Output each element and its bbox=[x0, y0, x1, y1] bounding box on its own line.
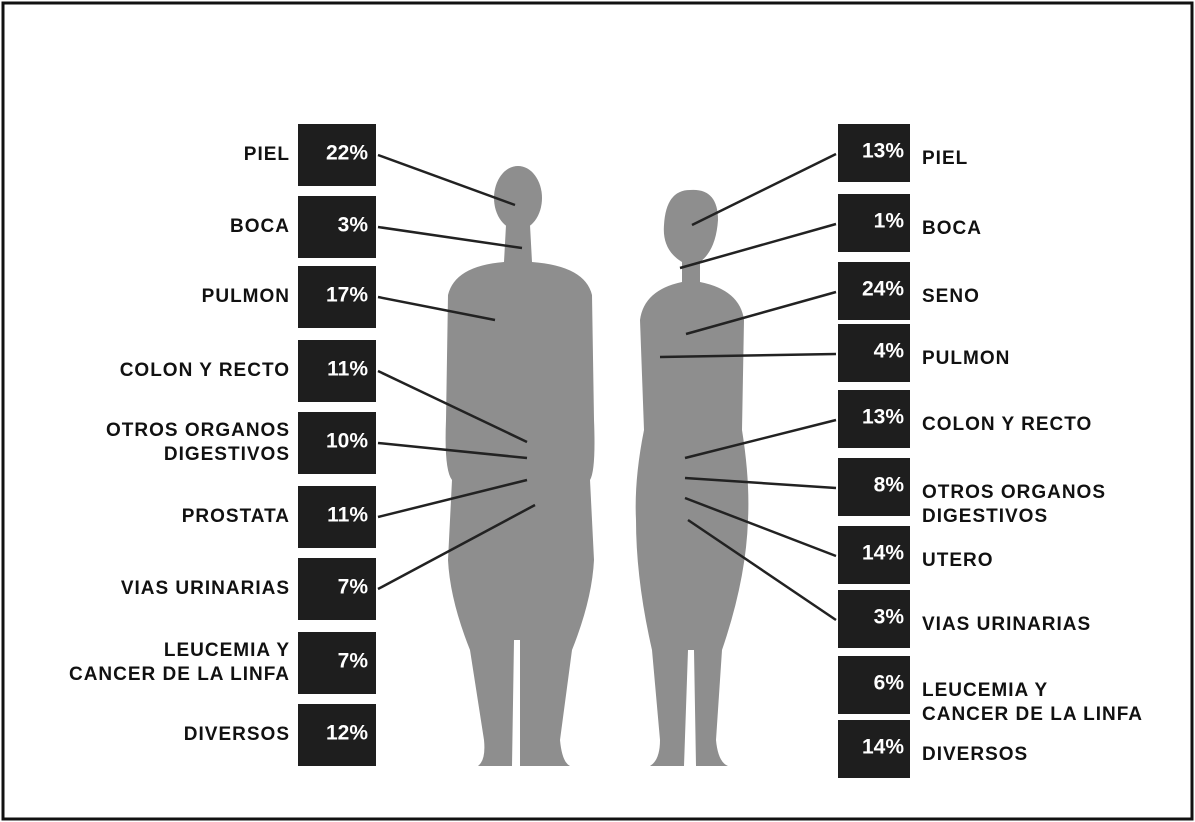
percent: 13% bbox=[862, 140, 904, 163]
percent: 17% bbox=[326, 284, 368, 307]
percent: 3% bbox=[874, 606, 905, 629]
site-label: DIGESTIVOS bbox=[922, 506, 1048, 527]
site-label: DIGESTIVOS bbox=[164, 444, 290, 465]
percent: 6% bbox=[874, 672, 905, 695]
infographic: 22% PIEL 3% BOCA 17% PULMON 11% COLON Y RECTO 10… bbox=[0, 0, 1195, 822]
percent: 8% bbox=[874, 474, 905, 497]
site-label: CANCER DE LA LINFA bbox=[69, 664, 290, 685]
site-label: PULMON bbox=[922, 348, 1010, 369]
percent: 7% bbox=[338, 650, 369, 673]
site-label: OTROS ORGANOS bbox=[922, 482, 1106, 503]
percent: 7% bbox=[338, 576, 369, 599]
site-label: VIAS URINARIAS bbox=[121, 578, 290, 599]
site-label: OTROS ORGANOS bbox=[106, 420, 290, 441]
percent: 14% bbox=[862, 542, 904, 565]
percent: 1% bbox=[874, 210, 905, 233]
site-label: UTERO bbox=[922, 550, 994, 571]
site-label: PROSTATA bbox=[182, 506, 290, 527]
site-label: COLON Y RECTO bbox=[922, 414, 1092, 435]
site-label: PULMON bbox=[202, 286, 290, 307]
percent: 14% bbox=[862, 736, 904, 759]
site-label: LEUCEMIA Y bbox=[164, 640, 290, 661]
site-label: VIAS URINARIAS bbox=[922, 614, 1091, 635]
percent: 10% bbox=[326, 430, 368, 453]
percent: 22% bbox=[326, 142, 368, 165]
percent: 24% bbox=[862, 278, 904, 301]
site-label: CANCER DE LA LINFA bbox=[922, 704, 1143, 725]
site-label: DIVERSOS bbox=[184, 724, 290, 745]
percent: 11% bbox=[327, 358, 368, 381]
site-label: COLON Y RECTO bbox=[120, 360, 290, 381]
site-label: SENO bbox=[922, 286, 980, 307]
percent: 12% bbox=[326, 722, 368, 745]
percent: 11% bbox=[327, 504, 368, 527]
site-label: BOCA bbox=[230, 216, 290, 237]
site-label: LEUCEMIA Y bbox=[922, 680, 1048, 701]
site-label: PIEL bbox=[922, 148, 968, 169]
site-label: BOCA bbox=[922, 218, 982, 239]
percent: 4% bbox=[874, 340, 905, 363]
site-label: PIEL bbox=[244, 144, 290, 165]
percent: 13% bbox=[862, 406, 904, 429]
percent: 3% bbox=[338, 214, 369, 237]
site-label: DIVERSOS bbox=[922, 744, 1028, 765]
